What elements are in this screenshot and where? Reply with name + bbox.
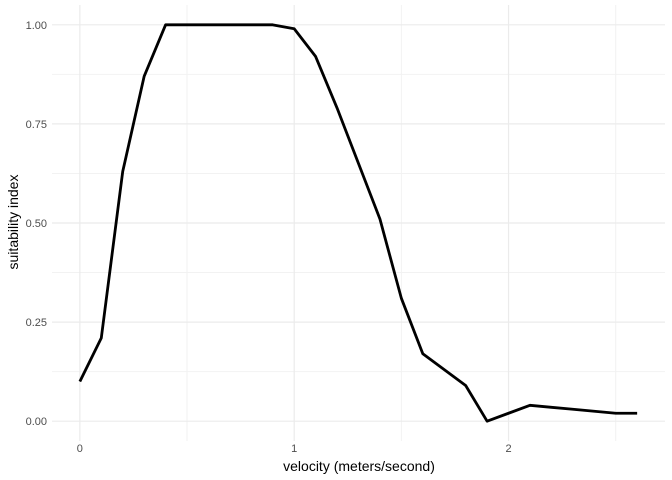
- grid-major-lines: [52, 5, 665, 441]
- x-tick-label: 0: [77, 443, 83, 455]
- y-tick-label: 1.00: [26, 20, 47, 32]
- series-layer: [78, 23, 638, 423]
- x-tick-label: 1: [291, 443, 297, 455]
- x-axis-tick-labels: 0 1 2: [77, 443, 512, 455]
- y-axis-title: suitability index: [5, 175, 21, 270]
- y-axis-tick-labels: 0.00 0.25 0.50 0.75 1.00: [26, 20, 47, 428]
- series-line: [78, 23, 638, 423]
- x-axis-title: velocity (meters/second): [283, 458, 435, 474]
- y-tick-label: 0.75: [26, 119, 47, 131]
- y-tick-label: 0.00: [26, 416, 47, 428]
- x-tick-label: 2: [505, 443, 511, 455]
- grid-minor-lines: [52, 5, 665, 441]
- y-tick-label: 0.50: [26, 218, 47, 230]
- y-tick-label: 0.25: [26, 317, 47, 329]
